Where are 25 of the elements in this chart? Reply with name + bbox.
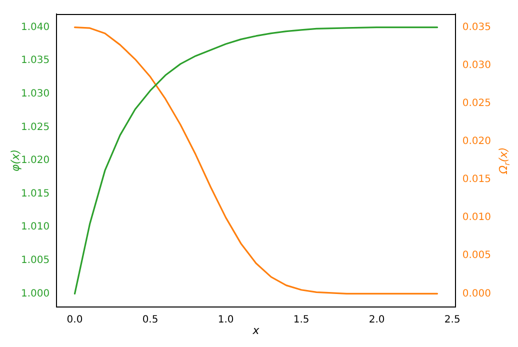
y2-tick-label: 0.030 [462,60,492,71]
y-tick-label: 1.035 [20,55,50,66]
y2-tick-label: 0.025 [462,98,492,110]
x-tick-label: 0.5 [142,314,158,326]
y2-tick-label: 0.010 [462,212,492,224]
y2-tick-label: 0.005 [462,250,492,262]
y-tick-label: 1.020 [20,155,50,166]
y2-tick-label: 0.020 [462,136,492,148]
y-tick-label: 1.025 [20,122,50,133]
y2-tick-label: 0.035 [462,22,492,33]
x-axis-title: x [252,324,260,337]
y-tick-label: 1.010 [20,222,50,233]
y-tick-label: 1.015 [20,188,50,200]
x-tick-label: 1.0 [218,314,234,326]
x-tick-label: 2.5 [444,314,460,326]
y2-tick-label: 0.015 [462,174,492,186]
y-tick-label: 1.000 [20,288,50,300]
y-axis-title: φ(x) [8,149,22,172]
x-tick-label: 1.5 [293,314,310,326]
y-tick-label: 1.040 [20,22,50,33]
y-tick-label: 1.005 [20,254,50,266]
x-tick-label: 0.0 [66,314,83,326]
x-tick-label: 2.0 [368,314,385,326]
y-tick-label: 1.030 [20,88,50,100]
y2-tick-label: 0.000 [462,288,492,300]
